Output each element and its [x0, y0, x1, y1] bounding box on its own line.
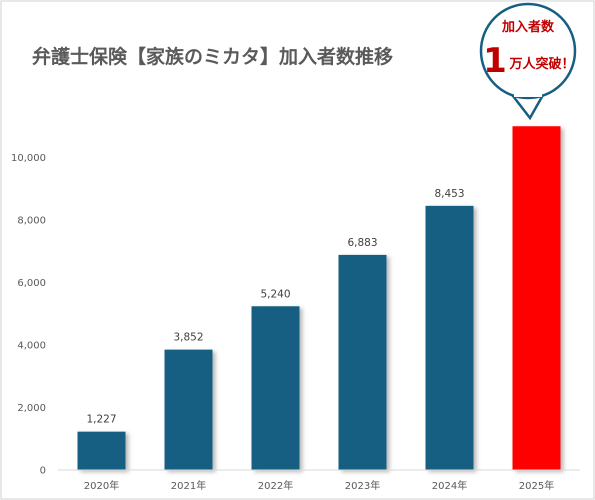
callout-line1: 加入者数 — [501, 19, 555, 35]
y-tick-label: 6,000 — [17, 278, 46, 289]
y-tick-label: 4,000 — [17, 341, 46, 352]
bars: 1,227 3,852 5,240 6,883 8,453 — [77, 126, 561, 470]
bar-2023年 — [338, 254, 387, 470]
data-label: 3,852 — [173, 332, 203, 344]
y-tick-label: 0 — [40, 466, 46, 477]
data-label: 5,240 — [260, 288, 290, 300]
y-tick-label: 2,000 — [17, 403, 46, 414]
bar-2025年 — [512, 126, 561, 470]
callout-line2: 万人突破！ — [508, 56, 574, 72]
x-axis: 2020年 2021年 2022年 2023年 2024年 2025年 — [84, 479, 554, 492]
chart-title: 弁護士保険【家族のミカタ】加入者数推移 — [32, 45, 393, 68]
bar-2021年 — [164, 349, 213, 470]
bar-2020年 — [77, 431, 126, 470]
bar-2024年 — [425, 205, 474, 470]
x-tick-label: 2021年 — [171, 479, 206, 492]
x-tick-label: 2024年 — [432, 479, 467, 492]
data-label: 6,883 — [347, 237, 377, 249]
x-tick-label: 2020年 — [84, 479, 119, 492]
x-tick-label: 2023年 — [345, 479, 380, 492]
bar-2022年 — [251, 306, 300, 470]
y-tick-label: 10,000 — [11, 153, 46, 164]
x-tick-label: 2022年 — [258, 479, 293, 492]
callout-bubble: 加入者数 1 万人突破！ — [479, 2, 577, 121]
y-axis: 0 2,000 4,000 6,000 8,000 10,000 — [11, 153, 46, 477]
x-tick-label: 2025年 — [519, 479, 554, 492]
y-tick-label: 8,000 — [17, 216, 46, 227]
callout-big-number: 1 — [483, 41, 507, 81]
data-label: 8,453 — [434, 188, 464, 200]
callout-circle — [479, 2, 577, 100]
data-label: 1,227 — [86, 414, 116, 426]
